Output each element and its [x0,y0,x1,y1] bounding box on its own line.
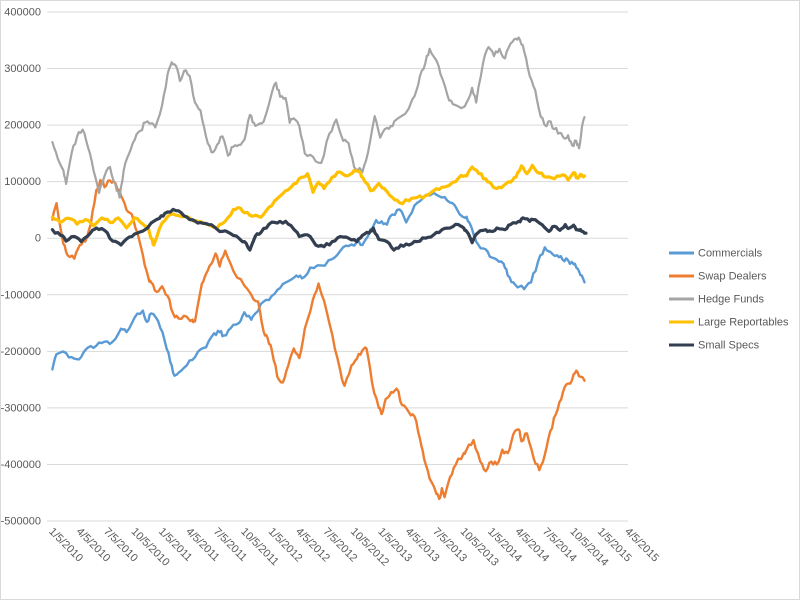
gridlines [47,11,628,522]
y-axis-tick-label: -500000 [1,516,41,528]
series-line-swap-dealers[interactable] [51,178,586,501]
y-axis-tick-label: -400000 [1,459,41,471]
y-axis-tick-label: 400000 [4,7,41,19]
y-axis-tick-label: 0 [35,233,41,245]
series-line-small-specs[interactable] [50,207,588,252]
legend-item-commercials[interactable]: Commercials [669,248,763,260]
legend-item-large-reportables[interactable]: Large Reportables [669,317,789,329]
y-axis-labels: 400000 300000 200000 100000 0 -100000 -200000 -… [1,7,41,528]
series-line-hedge-funds[interactable] [51,36,586,199]
legend-item-hedge-funds[interactable]: Hedge Funds [669,294,765,306]
y-axis-tick-label: 100000 [4,176,41,188]
y-axis-tick-label: -200000 [1,346,41,358]
series-line-commercials[interactable] [51,191,586,377]
legend: Commercials Swap Dealers Hedge Funds Large … [669,248,789,352]
legend-item-swap-dealers[interactable]: Swap Dealers [669,271,767,283]
legend-item-small-specs[interactable]: Small Specs [669,340,760,352]
legend-label-small-specs: Small Specs [698,340,760,352]
x-axis-labels: 1/5/20104/5/20107/5/201010/5/20101/5/201… [46,526,661,569]
y-axis-tick-label: -300000 [1,402,41,414]
y-axis-tick-label: 200000 [4,120,41,132]
legend-label-large-reportables: Large Reportables [698,317,789,329]
y-axis-tick-label: 300000 [4,63,41,75]
y-axis-tick-label: -100000 [1,289,41,301]
legend-label-hedge-funds: Hedge Funds [698,294,765,306]
legend-label-swap-dealers: Swap Dealers [698,271,767,283]
series-line-large-reportables[interactable] [50,163,587,247]
legend-label-commercials: Commercials [698,248,763,260]
